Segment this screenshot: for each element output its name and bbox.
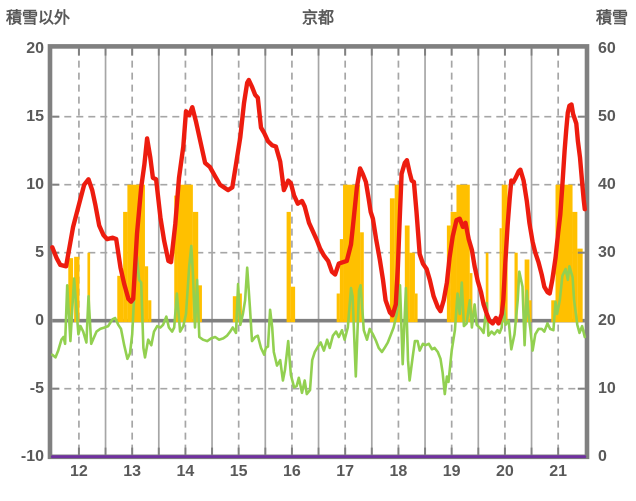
left-axis-tick-label: 0 bbox=[35, 311, 44, 329]
x-axis-tick-label: 17 bbox=[336, 463, 355, 480]
bar bbox=[87, 252, 91, 323]
bar bbox=[290, 286, 296, 323]
red-line bbox=[50, 77, 587, 326]
x-axis-tick-label: 12 bbox=[70, 463, 88, 480]
bar bbox=[74, 256, 80, 323]
bar bbox=[572, 211, 578, 323]
bar bbox=[123, 211, 128, 323]
bar bbox=[485, 252, 489, 323]
bar bbox=[336, 293, 340, 323]
bar bbox=[551, 300, 556, 323]
bar bbox=[198, 285, 202, 323]
left-axis-tick-label: 5 bbox=[35, 243, 44, 261]
x-axis-tick-label: 21 bbox=[549, 463, 568, 480]
bar bbox=[148, 300, 152, 323]
bar bbox=[577, 248, 583, 323]
x-axis-tick-label: 20 bbox=[496, 463, 514, 480]
bar bbox=[360, 232, 364, 323]
chart-title: 京都 bbox=[301, 10, 334, 27]
bar bbox=[192, 211, 199, 323]
bar bbox=[177, 184, 193, 323]
x-axis-tick-label: 18 bbox=[389, 463, 408, 480]
bar bbox=[389, 198, 395, 323]
x-axis-tick-label: 14 bbox=[176, 463, 195, 480]
bar bbox=[499, 228, 502, 323]
left-axis-tick-label: 20 bbox=[26, 39, 44, 57]
right-axis-tick-label: 30 bbox=[598, 243, 616, 261]
left-axis-tick-label: 10 bbox=[26, 175, 44, 193]
x-axis-tick-label: 19 bbox=[442, 463, 461, 480]
right-axis-tick-label: 60 bbox=[598, 39, 616, 57]
bar bbox=[117, 275, 124, 323]
right-axis-tick-label: 20 bbox=[598, 311, 616, 329]
bar bbox=[144, 266, 149, 323]
bar bbox=[469, 273, 473, 323]
left-axis-tick-label: 15 bbox=[26, 107, 44, 125]
bar bbox=[339, 239, 344, 323]
bar bbox=[450, 211, 457, 323]
left-axis-title: 積雪以外 bbox=[6, 10, 71, 27]
right-axis-tick-label: 0 bbox=[598, 447, 607, 465]
bar bbox=[404, 225, 410, 323]
x-axis-tick-label: 16 bbox=[283, 463, 301, 480]
bar bbox=[286, 211, 291, 323]
bar bbox=[529, 300, 532, 323]
bar bbox=[514, 252, 518, 323]
bar bbox=[409, 252, 415, 323]
right-axis-tick-label: 50 bbox=[598, 107, 616, 125]
bar bbox=[414, 293, 418, 323]
left-axis-tick-label: -5 bbox=[29, 379, 44, 397]
bar bbox=[68, 258, 74, 323]
bar bbox=[232, 296, 238, 323]
right-axis-tick-label: 40 bbox=[598, 175, 616, 193]
right-axis-title: 積雪 bbox=[595, 10, 628, 27]
left-axis-tick-label: -10 bbox=[20, 447, 44, 465]
right-axis-tick-label: 10 bbox=[598, 379, 616, 397]
x-axis-tick-label: 13 bbox=[123, 463, 142, 480]
bar bbox=[174, 195, 178, 323]
x-axis-tick-label: 15 bbox=[229, 463, 248, 480]
